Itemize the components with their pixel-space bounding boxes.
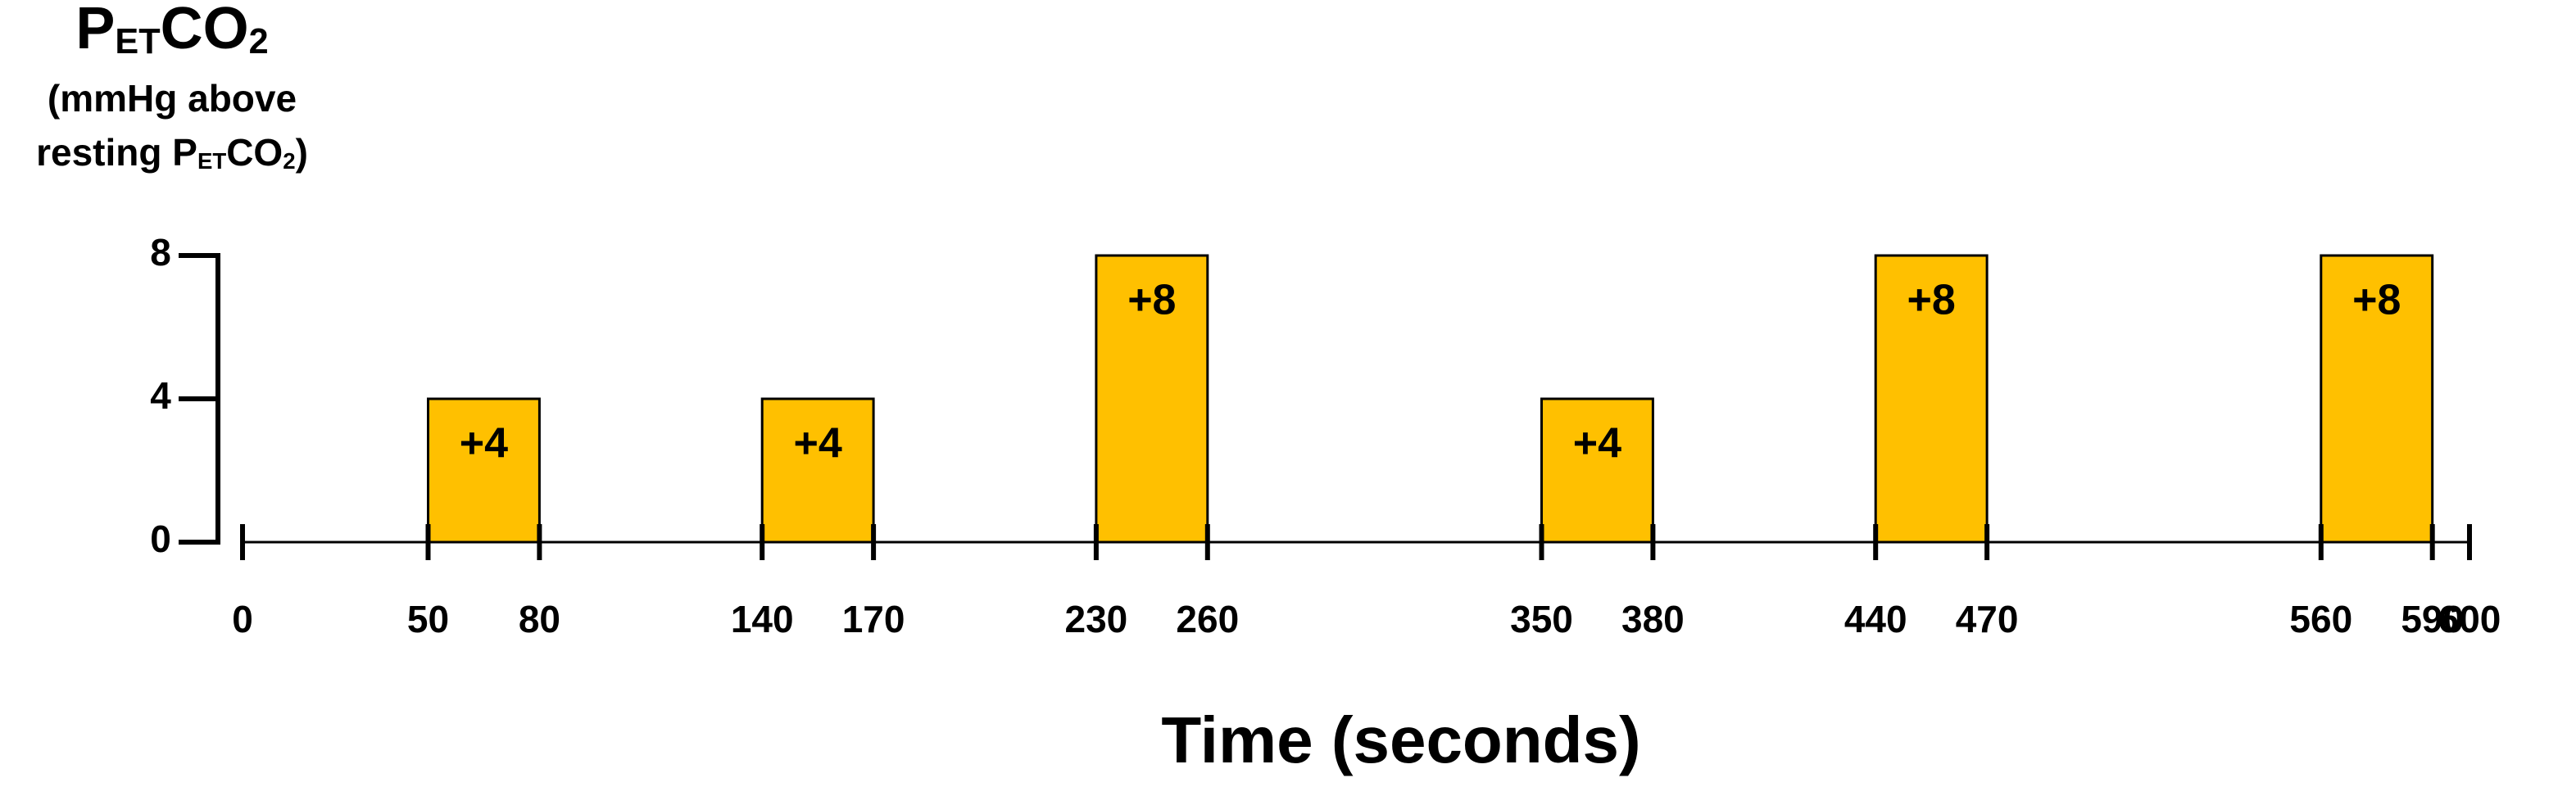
x-tick-label: 0 — [232, 598, 253, 640]
y-label-part: ) — [296, 131, 308, 174]
y-axis-subtitle: resting PETCO2) — [36, 131, 308, 174]
x-tick-label: 350 — [1510, 598, 1573, 640]
x-tick-label: 590 — [2401, 598, 2464, 640]
x-tick-label: 230 — [1065, 598, 1128, 640]
value-label: +4 — [460, 420, 508, 468]
block — [1095, 254, 1209, 544]
value-label: +8 — [1127, 277, 1176, 324]
y-tick-label: 8 — [150, 231, 171, 274]
y-label-part: CO — [161, 0, 249, 61]
block — [1540, 397, 1654, 544]
value-label: +8 — [2352, 277, 2401, 324]
y-tick-label: 0 — [150, 518, 171, 560]
x-tick-label: 440 — [1844, 598, 1907, 640]
block — [760, 397, 875, 544]
y-label-part: 2 — [249, 22, 269, 61]
x-tick-label: 140 — [731, 598, 794, 640]
value-label: +8 — [1907, 277, 1956, 324]
y-tick-label: 4 — [150, 374, 171, 417]
x-tick-label: 600 — [2438, 598, 2501, 640]
y-label-part: 2 — [283, 148, 295, 174]
block — [2320, 254, 2434, 544]
x-tick-label: 470 — [1956, 598, 2019, 640]
y-axis-subtitle: (mmHg above — [48, 77, 297, 120]
x-axis-title: Time (seconds) — [1161, 703, 1640, 776]
x-tick-label: 50 — [407, 598, 449, 640]
y-label-part: ET — [197, 148, 226, 174]
x-tick-label: 80 — [519, 598, 560, 640]
x-tick-label: 380 — [1621, 598, 1685, 640]
x-tick-label: 560 — [2289, 598, 2352, 640]
x-tick-label: 260 — [1176, 598, 1239, 640]
y-label-part: resting P — [36, 131, 197, 174]
y-axis-title: PETCO2 — [75, 0, 268, 61]
value-label: +4 — [1573, 420, 1621, 468]
x-tick-label: 170 — [842, 598, 905, 640]
block — [427, 397, 541, 544]
value-label: +4 — [794, 420, 842, 468]
y-label-part: CO — [226, 131, 283, 174]
y-label-part: P — [75, 0, 115, 61]
y-label-part: ET — [115, 22, 160, 61]
